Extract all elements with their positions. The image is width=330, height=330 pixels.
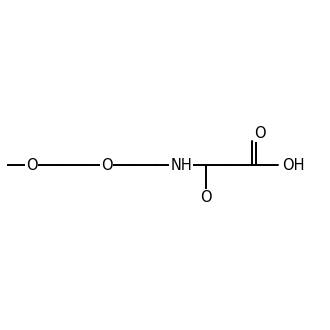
Text: O: O bbox=[200, 190, 212, 205]
Text: O: O bbox=[26, 157, 38, 173]
Text: O: O bbox=[254, 126, 265, 141]
Text: OH: OH bbox=[282, 157, 305, 173]
Text: NH: NH bbox=[170, 157, 192, 173]
Text: O: O bbox=[101, 157, 112, 173]
